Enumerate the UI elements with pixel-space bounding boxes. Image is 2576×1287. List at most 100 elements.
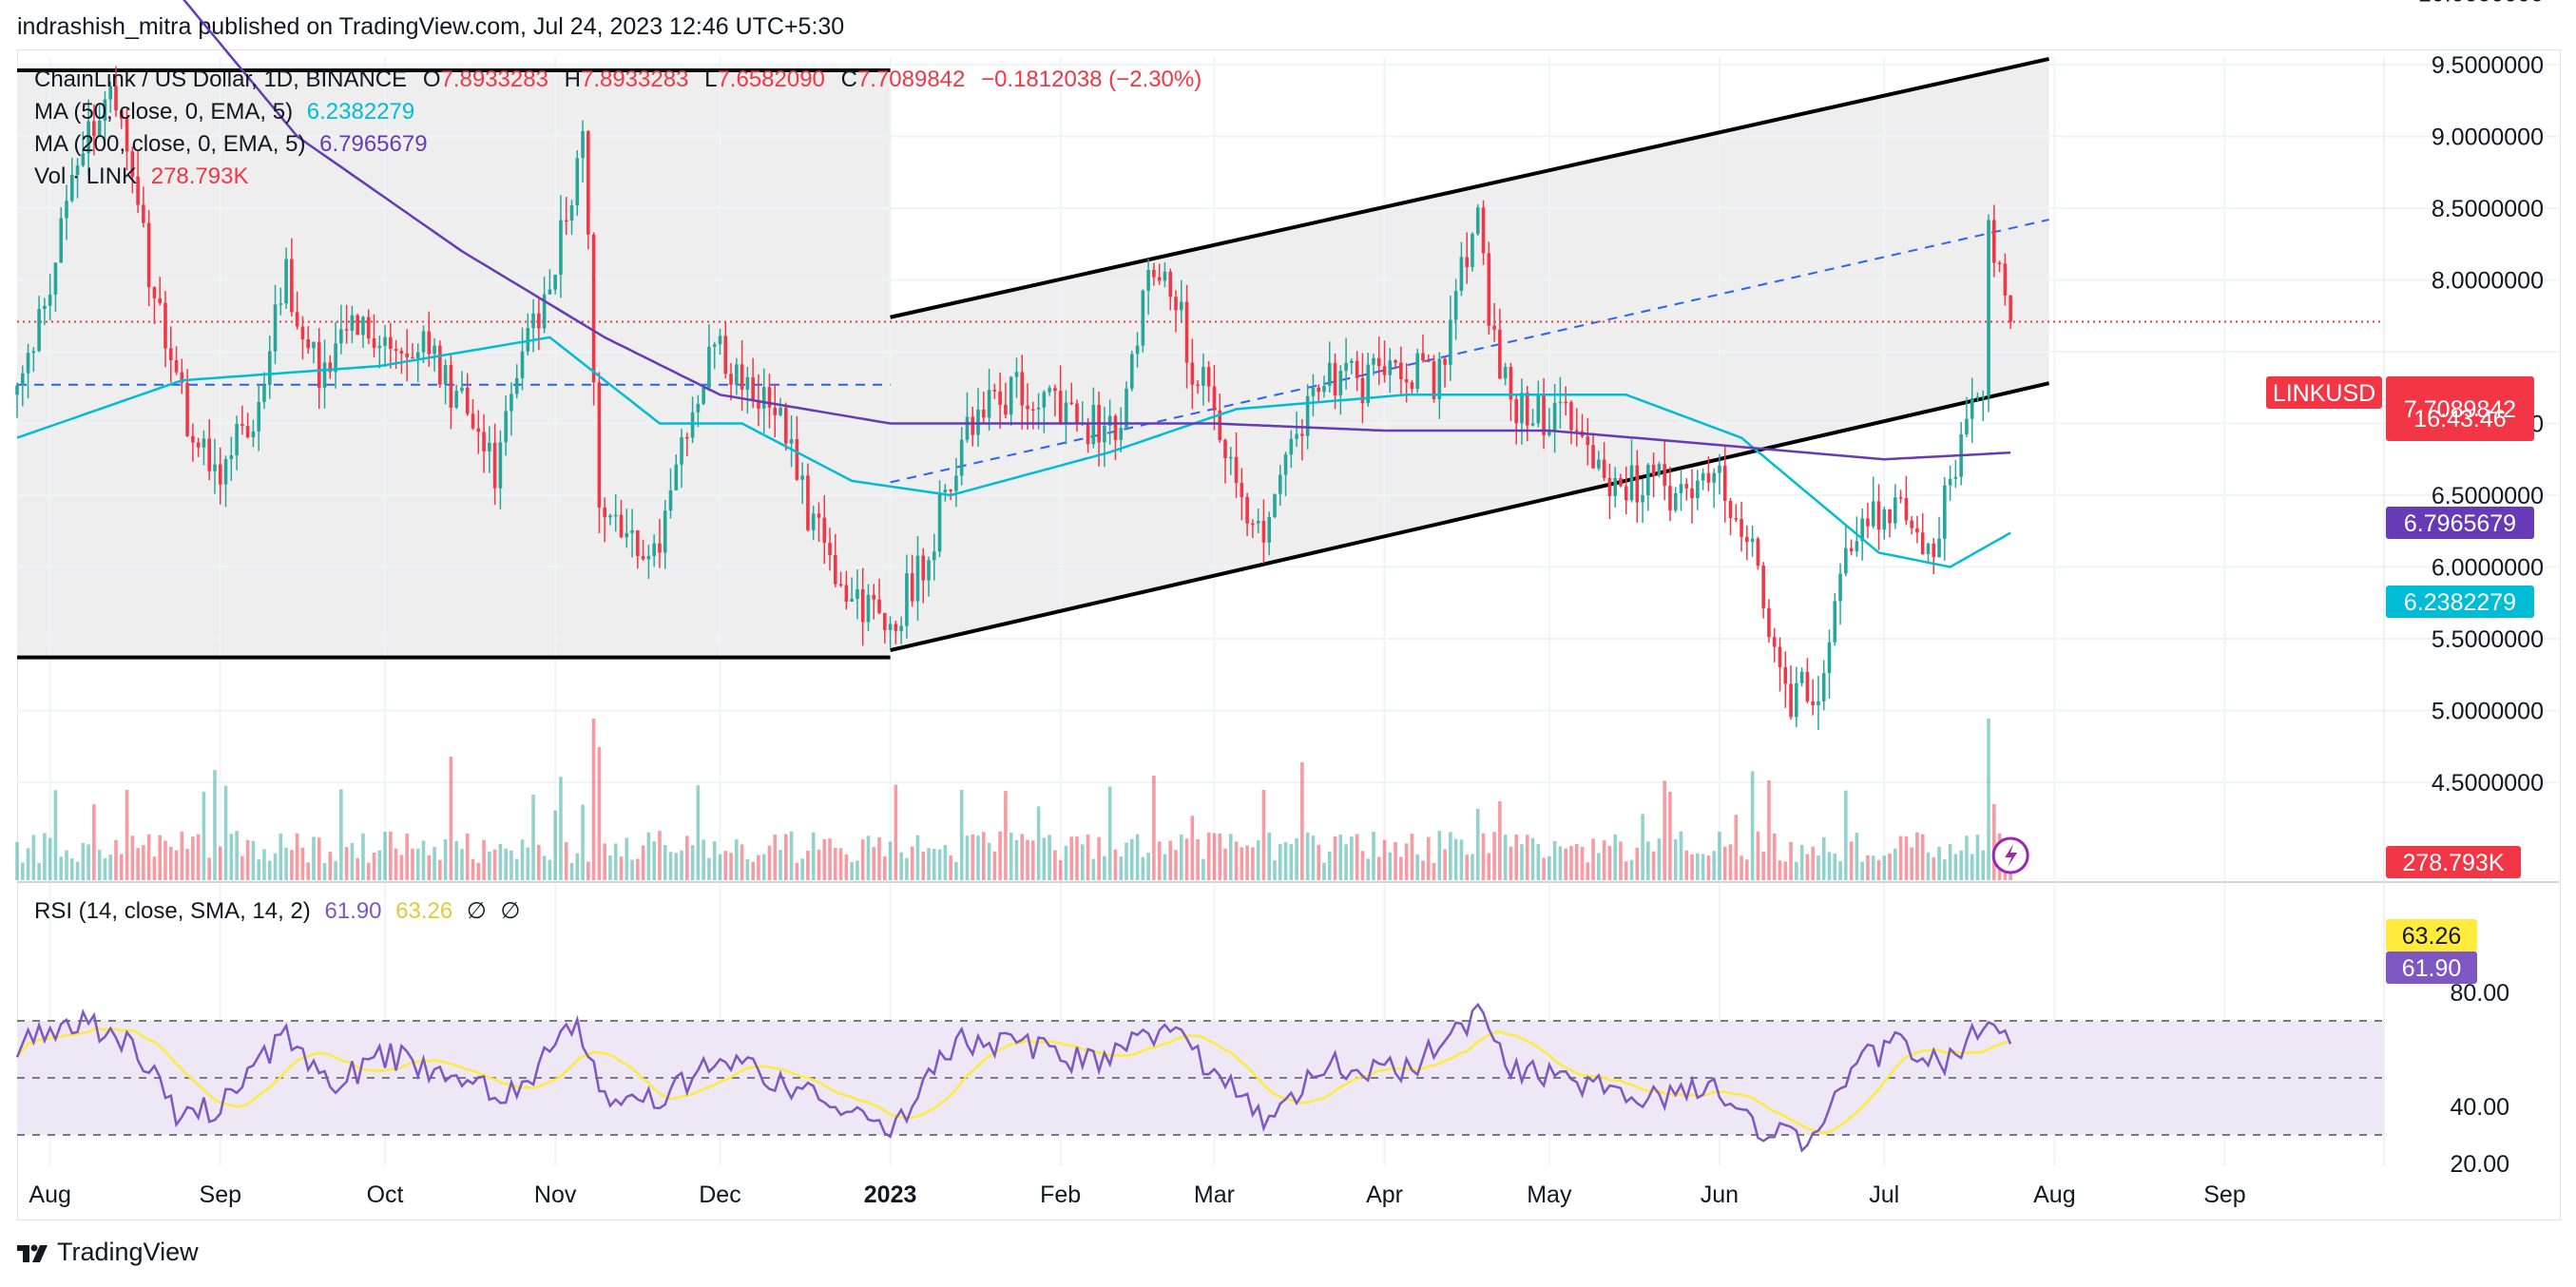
volume-bar	[707, 857, 711, 880]
candle-body	[1767, 607, 1771, 638]
ma50-line	[16, 336, 2011, 568]
volume-bar	[1300, 761, 1304, 880]
volume-bar	[1372, 832, 1375, 880]
time-tick-label: Feb	[1040, 1181, 1081, 1208]
candle-body	[1684, 484, 1689, 489]
rsi-ma-tag: 63.26	[2402, 923, 2462, 950]
volume-bar	[828, 838, 832, 880]
tradingview-logo[interactable]: TradingView	[17, 1238, 199, 1267]
candle-body	[377, 345, 382, 349]
volume-bar	[1206, 832, 1211, 880]
volume-bar	[1119, 855, 1124, 880]
candle-body	[575, 158, 580, 206]
tradingview-wordmark: TradingView	[57, 1238, 199, 1266]
volume-bar	[1761, 851, 1765, 880]
candle-body	[894, 624, 898, 631]
volume-bar	[152, 856, 157, 880]
volume-bar	[498, 843, 503, 880]
candle-body	[59, 218, 64, 263]
candle-body	[1503, 366, 1508, 379]
ma200-value: 6.7965679	[319, 131, 428, 157]
candle-body	[125, 118, 129, 152]
candle-body	[789, 438, 794, 444]
volume-bar	[1641, 814, 1644, 880]
candle-body	[641, 555, 645, 560]
volume-bar	[1860, 861, 1864, 880]
candle-body	[185, 382, 189, 436]
volume-bar	[575, 853, 580, 880]
time-tick-label: Sep	[200, 1181, 241, 1208]
volume-bar	[822, 838, 827, 880]
volume-bar	[1574, 843, 1579, 880]
rsi-legend[interactable]: RSI (14, close, SMA, 14, 2) 61.90 63.26 …	[34, 897, 520, 925]
volume-bar	[1212, 833, 1217, 880]
candle-body	[1196, 384, 1200, 387]
candle-body	[932, 551, 936, 561]
candle-body	[394, 349, 398, 352]
candle-body	[1712, 472, 1716, 483]
volume-bar	[20, 862, 25, 880]
candle-body	[509, 394, 513, 412]
drawings	[17, 57, 2384, 660]
volume-bar	[1190, 816, 1195, 880]
candle-body	[1844, 547, 1848, 574]
candle-body	[290, 259, 294, 313]
volume-value: 278.793K	[150, 163, 249, 189]
volume-bar	[1668, 791, 1672, 880]
volume-bar	[1799, 844, 1804, 880]
rsi-tick-label: 20.00	[2450, 1151, 2509, 1178]
ma200-legend[interactable]: MA (200, close, 0, EMA, 5) 6.7965679	[34, 131, 428, 158]
volume-bar	[488, 851, 491, 880]
volume-bar	[1629, 859, 1634, 880]
candle-body	[838, 584, 843, 586]
volume-bar	[531, 794, 535, 880]
volume-bar	[932, 849, 936, 880]
volume-bar	[1926, 852, 1931, 880]
volume-bar	[1366, 858, 1370, 880]
candle-body	[860, 588, 865, 623]
candle-body	[1498, 329, 1502, 379]
volume-bar	[1696, 853, 1700, 880]
candle-body	[372, 337, 376, 349]
candle-body	[1415, 353, 1419, 390]
candle-body	[1119, 428, 1124, 440]
volume-bar	[1240, 847, 1244, 880]
candle-body	[114, 86, 118, 111]
volume-bar	[1619, 841, 1623, 880]
symbol-name[interactable]: ChainLink / US Dollar, 1D, BINANCE	[34, 67, 408, 92]
candle-body	[251, 431, 256, 438]
rsi-tag: 61.90	[2402, 955, 2462, 982]
ma50-legend[interactable]: MA (50, close, 0, EMA, 5) 6.2382279	[34, 99, 414, 125]
volume-bar	[471, 858, 475, 880]
candle-body	[1641, 495, 1644, 503]
rsi-tick-label: 40.00	[2450, 1094, 2509, 1121]
volume-bar	[1844, 790, 1848, 880]
candle-body	[1799, 671, 1804, 683]
volume-bar	[888, 841, 893, 880]
candle-body	[608, 515, 612, 518]
volume-bar	[300, 847, 305, 880]
time-tick-label: Dec	[699, 1181, 740, 1208]
volume-bar	[542, 855, 547, 880]
candle-body	[1234, 456, 1239, 484]
volume-bar	[1295, 837, 1298, 880]
volume-bar	[1552, 840, 1557, 880]
volume-bar	[1607, 845, 1612, 880]
volume-bar	[834, 848, 837, 880]
volume-bar	[1152, 776, 1156, 880]
candle-body	[1894, 497, 1897, 524]
volume-legend[interactable]: Vol · LINK 278.793K	[34, 163, 248, 190]
time-tick-label: May	[1527, 1181, 1572, 1208]
candle-body	[218, 464, 222, 485]
candle-body	[411, 356, 414, 359]
candle-body	[465, 387, 470, 414]
volume-bar	[1103, 855, 1106, 880]
candle-body	[883, 612, 887, 630]
volume-bar	[26, 848, 30, 880]
candle-body	[757, 399, 760, 409]
symbol-tag-bg	[2266, 376, 2382, 409]
candle-body	[1552, 402, 1557, 432]
candle-body	[1811, 701, 1815, 706]
volume-bar	[443, 839, 448, 880]
